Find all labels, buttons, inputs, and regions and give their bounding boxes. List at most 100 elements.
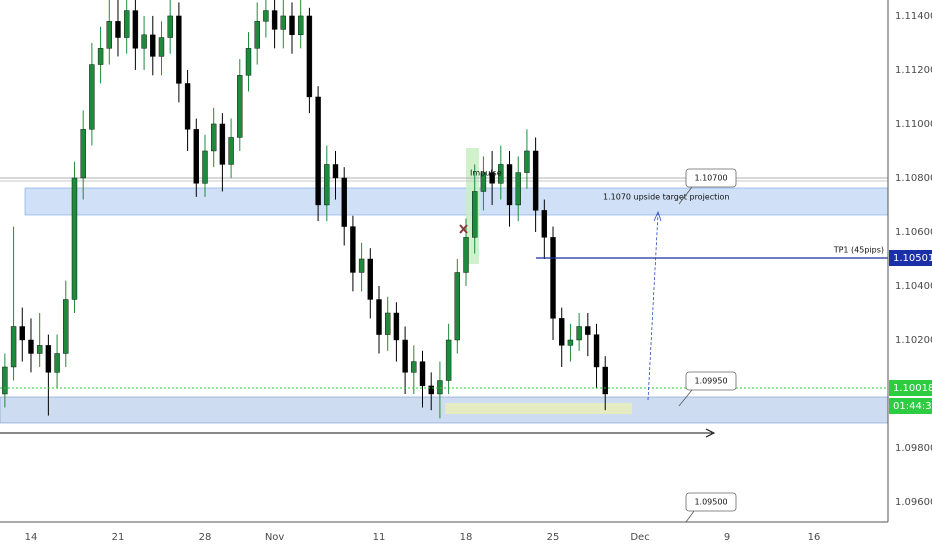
cross-mark: [459, 224, 468, 234]
candle-body: [463, 237, 469, 273]
callout-pointer: [678, 186, 693, 205]
candle-body: [10, 326, 17, 368]
x-tick-label: 28: [199, 532, 212, 543]
candle-body: [332, 164, 339, 179]
candle-body: [437, 380, 443, 395]
candle-body: [559, 318, 565, 346]
candle-body: [141, 34, 147, 49]
y-tick-label: 1.10600: [895, 227, 932, 238]
candle-body: [184, 83, 191, 130]
candle-body: [115, 21, 121, 38]
candle-body: [80, 129, 86, 179]
candle-body: [254, 21, 260, 49]
candle-body: [2, 366, 8, 395]
candle-body: [245, 48, 252, 76]
x-tick-label: 18: [460, 532, 473, 543]
projection-arrow: [647, 213, 659, 401]
candle-body: [150, 34, 156, 57]
support-zone: [0, 396, 889, 424]
candle-body: [210, 123, 217, 152]
candle-body: [71, 177, 78, 300]
y-tick-label: 1.10200: [895, 335, 932, 346]
candle-body: [193, 129, 199, 184]
entry-box: [445, 403, 632, 414]
candle-body: [411, 361, 417, 373]
y-tick-label: 1.09600: [895, 497, 932, 508]
countdown-text: 01:44:38: [893, 401, 932, 412]
candle-body: [306, 15, 313, 98]
candle-body: [158, 37, 165, 57]
candle-body: [532, 150, 539, 211]
candle-body: [45, 345, 52, 373]
candle-body: [498, 164, 504, 184]
candle-body: [289, 15, 295, 36]
candle-body: [28, 339, 34, 354]
candle-body: [271, 10, 278, 30]
candle-body: [593, 334, 600, 368]
x-tick-label: 25: [547, 532, 560, 543]
candle-body: [506, 164, 513, 206]
countdown-tag: [889, 398, 932, 414]
x-tick-label: Dec: [630, 532, 649, 543]
candle-body: [228, 137, 234, 165]
price-tag: [889, 380, 932, 396]
callout: [685, 492, 737, 512]
impulse-label: Impulse: [470, 169, 502, 178]
y-tick-label: 1.11400: [895, 11, 932, 22]
candle-body: [132, 10, 139, 49]
candle-body: [341, 177, 347, 227]
candle-body: [237, 75, 243, 138]
candle-body: [472, 191, 478, 238]
candle-body: [106, 21, 112, 49]
candle-body: [524, 150, 530, 173]
candle-body: [402, 339, 408, 373]
callout-text: 1.10700: [694, 174, 727, 183]
candle-body: [123, 10, 130, 38]
callout-text: 1.09500: [694, 498, 727, 507]
resistance-zone: [24, 187, 889, 216]
candle-body: [367, 258, 374, 300]
candle-body: [419, 361, 426, 387]
arrow-head: [705, 428, 716, 438]
candle-body: [567, 339, 574, 346]
price-tag-text: 1.10018: [893, 383, 932, 394]
arrow-head: [653, 210, 662, 222]
candle-body: [36, 345, 43, 354]
candle-body: [97, 48, 104, 65]
candles: [2, 0, 608, 419]
candle-body: [445, 339, 452, 381]
x-tick-label: Nov: [265, 532, 285, 543]
candle-body: [202, 150, 208, 184]
candle-body: [550, 237, 556, 319]
x-tick-label: 14: [25, 532, 38, 543]
y-tick-label: 1.09800: [895, 443, 932, 454]
price-tag-text: 1.10501: [893, 253, 932, 264]
candle-body: [585, 326, 591, 335]
callout: [685, 168, 737, 188]
candle-body: [515, 172, 521, 206]
y-tick-label: 1.11200: [895, 65, 932, 76]
candle-body: [358, 258, 365, 273]
callout: [685, 371, 737, 391]
axis-labels: 1.11400 1.11200 1.11000 1.10800 1.10600 1.104…: [25, 11, 932, 543]
candle-body: [454, 272, 461, 341]
candle-body: [54, 353, 60, 373]
candle-body: [350, 226, 356, 273]
x-tick-label: 9: [724, 532, 730, 543]
candle-body: [63, 299, 69, 354]
candle-body: [280, 15, 286, 30]
candle-body: [602, 366, 608, 395]
candle-body: [89, 64, 95, 130]
candle-body: [19, 326, 25, 341]
candle-body: [541, 210, 548, 238]
callout-pointer: [678, 389, 693, 407]
candle-body: [480, 172, 487, 192]
tp1-label: TP1 (45pips): [833, 246, 884, 255]
x-tick-label: 11: [373, 532, 386, 543]
candle-body: [376, 299, 382, 335]
candle-body: [324, 164, 330, 206]
candle-body: [176, 15, 182, 84]
candle-body: [428, 385, 434, 395]
callout-pointer: [685, 510, 695, 523]
